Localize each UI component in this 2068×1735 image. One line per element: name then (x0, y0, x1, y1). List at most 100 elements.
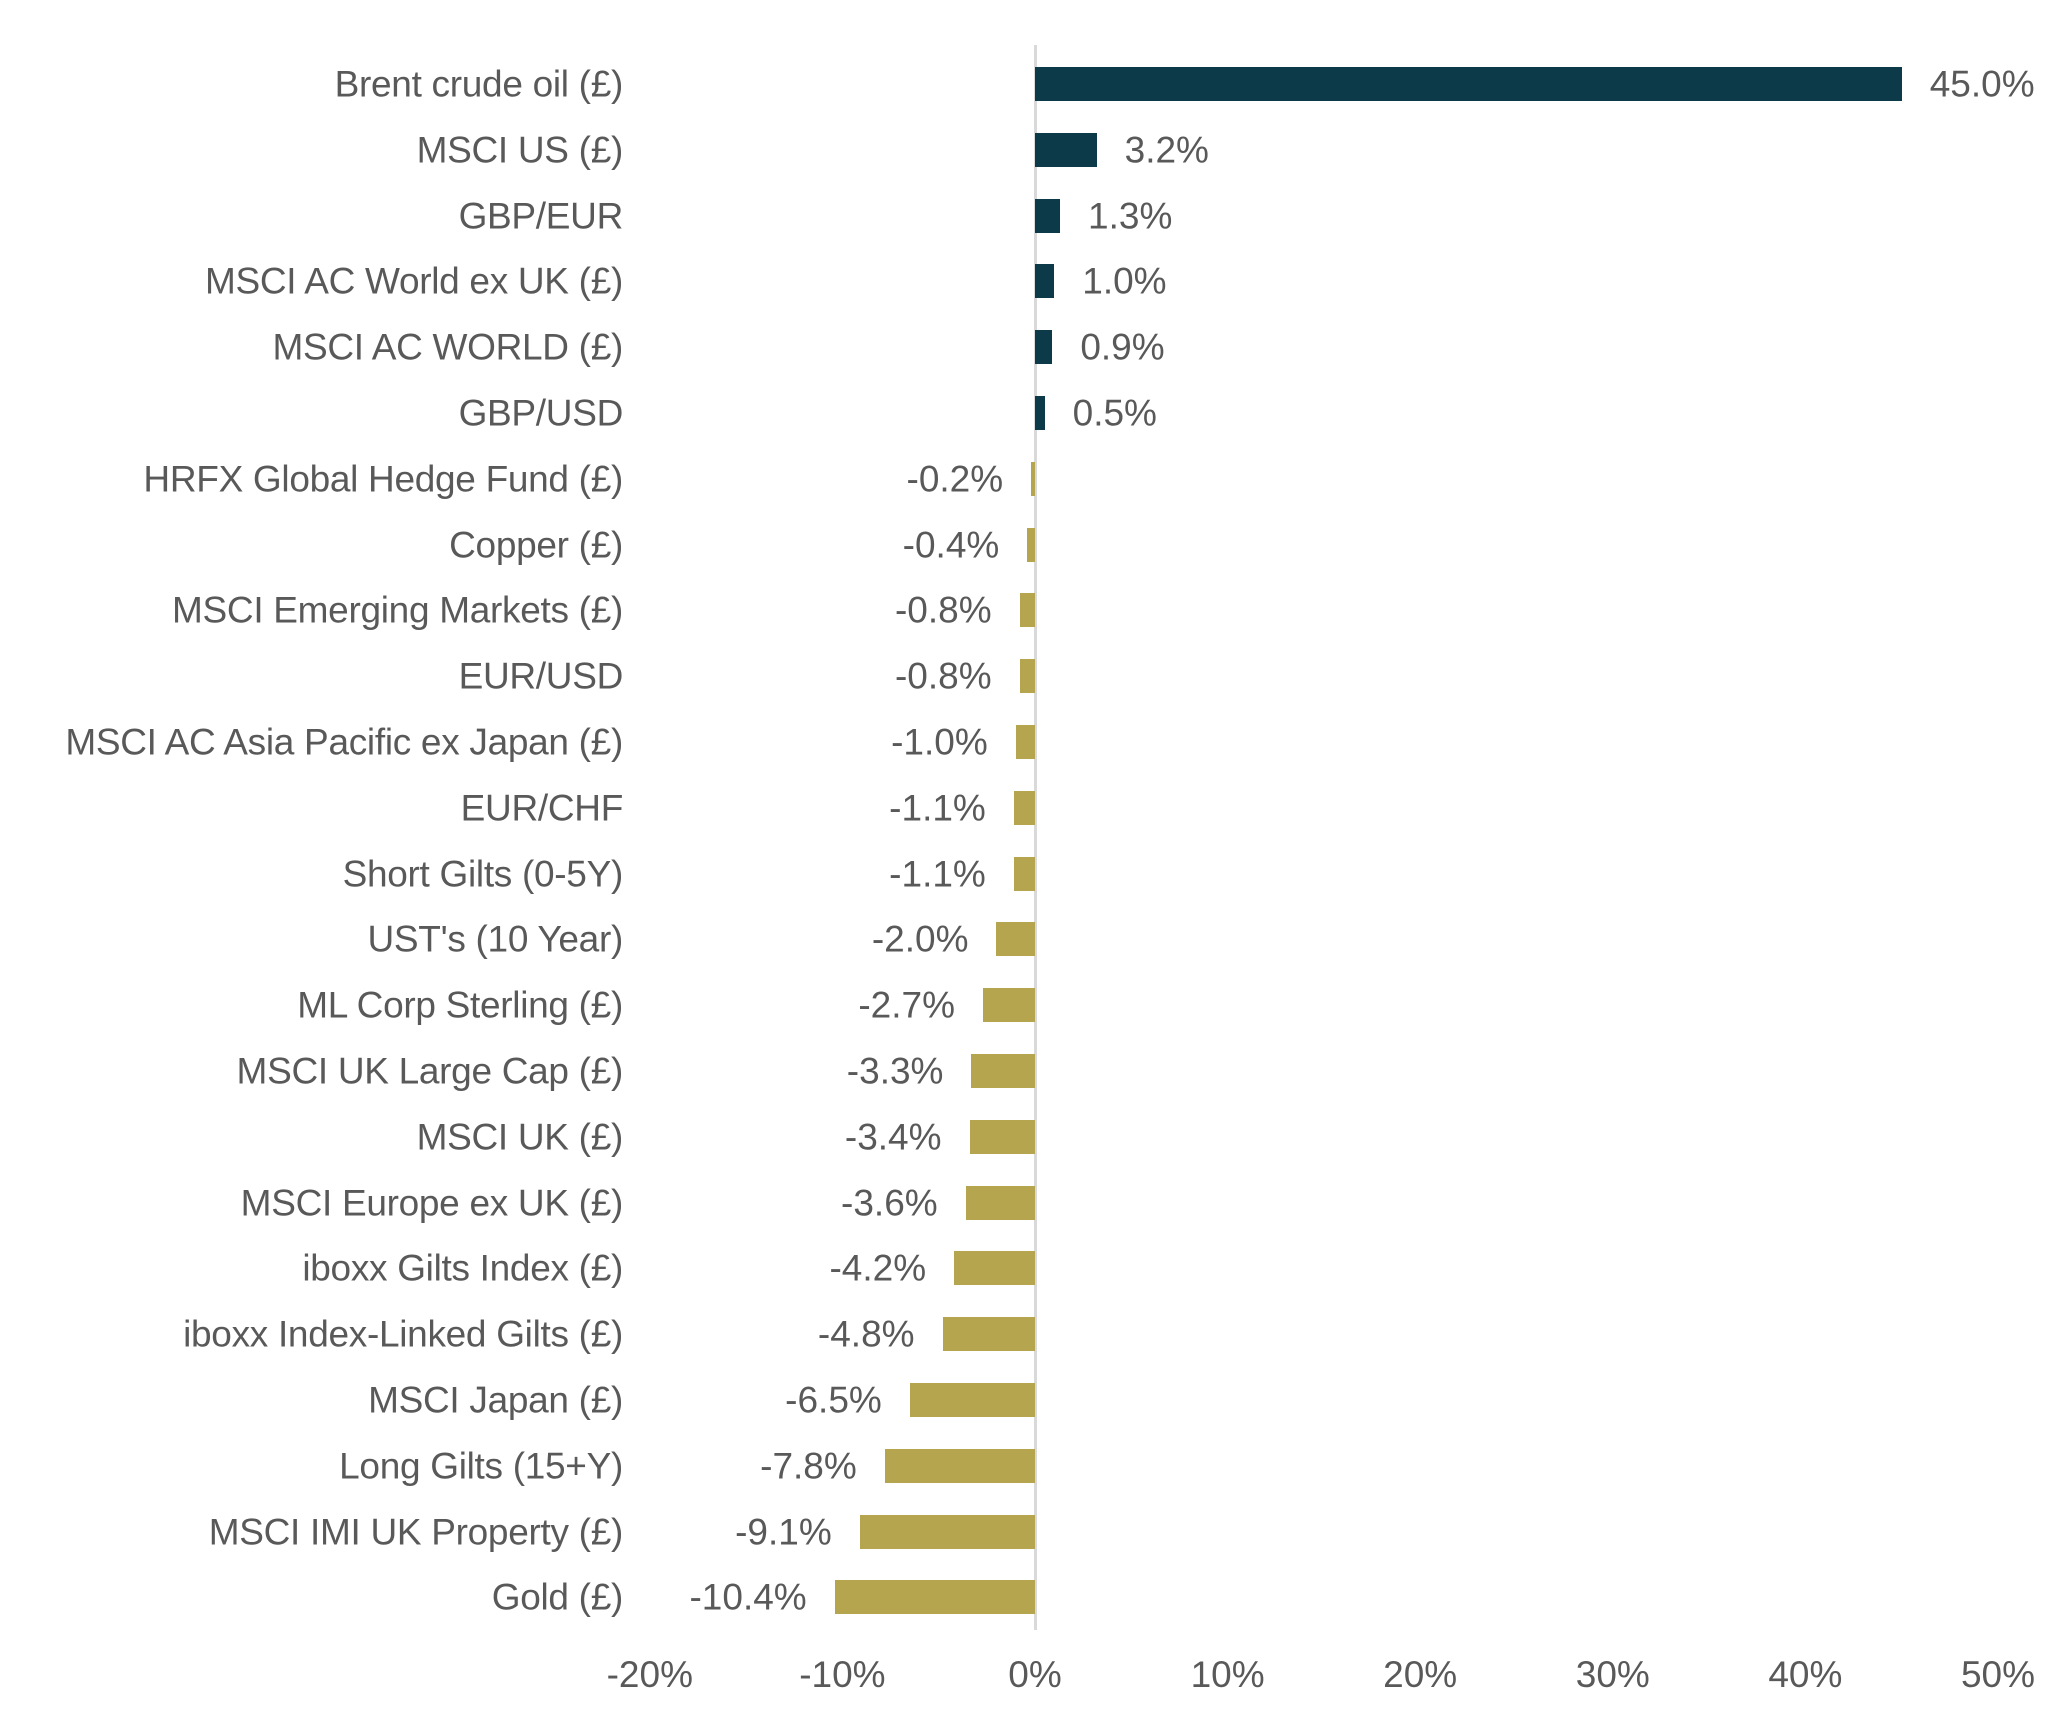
x-axis-tick-label: 40% (1768, 1654, 1843, 1695)
chart-row: Long Gilts (15+Y) -7.8% (0, 1433, 2068, 1499)
value-label: -1.1% (889, 853, 986, 895)
category-label: Long Gilts (15+Y) (339, 1445, 623, 1487)
category-label: ML Corp Sterling (£) (297, 984, 623, 1026)
chart-row: HRFX Global Hedge Fund (£) -0.2% (0, 446, 2068, 512)
bar (969, 1119, 1035, 1154)
category-label: MSCI US (£) (416, 129, 624, 171)
value-label: -0.8% (894, 655, 992, 697)
bar (1013, 790, 1035, 825)
value-label: -7.8% (760, 1445, 857, 1487)
value-label: -2.0% (871, 918, 969, 960)
chart-row: GBP/USD 0.5% (0, 380, 2068, 446)
value-label: -3.4% (844, 1116, 942, 1158)
value-label: 0.5% (1072, 392, 1157, 434)
value-label: -9.1% (735, 1511, 832, 1553)
value-label: -4.8% (817, 1313, 915, 1355)
x-axis-tick-label: -20% (606, 1654, 693, 1695)
chart-row: GBP/EUR 1.3% (0, 183, 2068, 249)
bar (1035, 330, 1053, 365)
value-label: -3.3% (846, 1050, 944, 1092)
value-label: 45.0% (1929, 63, 2035, 105)
chart-row: MSCI AC Asia Pacific ex Japan (£) -1.0% (0, 709, 2068, 775)
chart-row: Short Gilts (0-5Y) -1.1% (0, 841, 2068, 907)
category-label: MSCI Japan (£) (368, 1379, 623, 1421)
bar (859, 1514, 1035, 1549)
bar (1035, 132, 1097, 167)
chart-row: MSCI Japan (£) -6.5% (0, 1367, 2068, 1433)
bar (954, 1251, 1035, 1286)
category-label: Gold (£) (491, 1576, 624, 1618)
value-label: -2.7% (858, 984, 955, 1026)
value-label: -1.0% (891, 721, 988, 763)
bar (1019, 659, 1035, 694)
bar (982, 988, 1035, 1023)
category-label: iboxx Gilts Index (£) (302, 1247, 623, 1289)
category-label: Short Gilts (0-5Y) (342, 853, 624, 895)
category-label: MSCI UK (£) (416, 1116, 624, 1158)
x-axis-tick-label: 10% (1190, 1654, 1265, 1695)
bar (1019, 593, 1035, 628)
bar (1031, 461, 1035, 496)
category-label: MSCI AC World ex UK (£) (204, 260, 623, 302)
zero-axis-line (1033, 45, 1037, 1630)
chart-row: Gold (£) -10.4% (0, 1564, 2068, 1630)
category-label: GBP/USD (458, 392, 624, 434)
value-label: -0.2% (906, 458, 1004, 500)
bar (965, 1185, 1035, 1220)
bar (1013, 856, 1035, 891)
bar (884, 1448, 1035, 1483)
value-label: -0.8% (894, 589, 992, 631)
chart-row: ML Corp Sterling (£) -2.7% (0, 972, 2068, 1038)
category-label: EUR/CHF (460, 787, 624, 829)
chart-row: MSCI Europe ex UK (£) -3.6% (0, 1170, 2068, 1236)
x-axis: -20% -10% 0% 10% 20% 30% 40% 50% (0, 1656, 2068, 1716)
category-label: MSCI UK Large Cap (£) (236, 1050, 624, 1092)
bar (834, 1580, 1035, 1615)
chart-row: MSCI IMI UK Property (£) -9.1% (0, 1499, 2068, 1565)
bar (942, 1317, 1035, 1352)
chart-row: EUR/CHF -1.1% (0, 775, 2068, 841)
bar (1035, 67, 1902, 101)
value-label: -4.2% (829, 1247, 927, 1289)
chart-row: MSCI Emerging Markets (£) -0.8% (0, 577, 2068, 643)
chart-row: EUR/USD -0.8% (0, 643, 2068, 709)
bar (996, 922, 1035, 957)
bar (909, 1383, 1035, 1417)
category-label: MSCI IMI UK Property (£) (208, 1511, 624, 1553)
bar (1027, 527, 1035, 562)
value-label: -6.5% (785, 1379, 882, 1421)
value-label: -10.4% (689, 1576, 807, 1618)
value-label: 1.0% (1082, 260, 1167, 302)
category-label: Brent crude oil (£) (334, 63, 624, 105)
x-axis-tick-label: 0% (1008, 1654, 1062, 1695)
x-axis-tick-label: 50% (1960, 1654, 2036, 1695)
x-axis-tick-label: -10% (799, 1654, 886, 1695)
chart-row: MSCI UK (£) -3.4% (0, 1104, 2068, 1170)
value-label: 0.9% (1080, 326, 1165, 368)
bar (1015, 725, 1035, 759)
category-label: GBP/EUR (458, 195, 624, 237)
category-label: UST's (10 Year) (367, 918, 623, 960)
bar (1035, 198, 1061, 233)
bar (1035, 396, 1045, 430)
value-label: 3.2% (1124, 129, 1209, 171)
x-axis-tick-label: 30% (1575, 1654, 1650, 1695)
category-label: EUR/USD (458, 655, 624, 697)
category-label: Copper (£) (449, 524, 623, 566)
chart-row: MSCI AC World ex UK (£) 1.0% (0, 248, 2068, 314)
value-label: -1.1% (889, 787, 986, 829)
chart-row: Copper (£) -0.4% (0, 512, 2068, 578)
chart-row: MSCI US (£) 3.2% (0, 117, 2068, 183)
chart-row: UST's (10 Year) -2.0% (0, 906, 2068, 972)
bar (971, 1054, 1035, 1088)
chart-row: iboxx Index-Linked Gilts (£) -4.8% (0, 1301, 2068, 1367)
category-label: iboxx Index-Linked Gilts (£) (183, 1313, 623, 1355)
value-label: -0.4% (902, 524, 1000, 566)
value-label: -3.6% (841, 1182, 938, 1224)
chart-row: MSCI UK Large Cap (£) -3.3% (0, 1038, 2068, 1104)
value-label: 1.3% (1088, 195, 1173, 237)
chart-row: iboxx Gilts Index (£) -4.2% (0, 1235, 2068, 1301)
chart-row: MSCI AC WORLD (£) 0.9% (0, 314, 2068, 380)
category-label: MSCI Emerging Markets (£) (172, 589, 623, 631)
